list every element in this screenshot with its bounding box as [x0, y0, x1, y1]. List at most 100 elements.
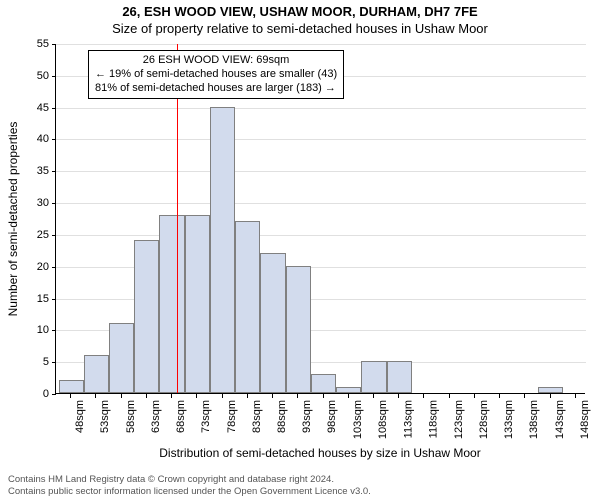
x-tick — [423, 394, 424, 398]
x-tick-label: 143sqm — [554, 400, 566, 439]
x-tick — [373, 394, 374, 398]
x-tick — [348, 394, 349, 398]
x-tick — [550, 394, 551, 398]
x-tick-label: 123sqm — [453, 400, 465, 439]
y-tick — [52, 394, 56, 395]
x-tick — [474, 394, 475, 398]
histogram-bar — [311, 374, 336, 393]
x-tick — [171, 394, 172, 398]
x-tick-label: 53sqm — [99, 400, 111, 433]
x-axis-title: Distribution of semi-detached houses by … — [55, 446, 585, 460]
gridline — [56, 108, 586, 109]
x-tick — [575, 394, 576, 398]
gridline — [56, 139, 586, 140]
page-subtitle: Size of property relative to semi-detach… — [0, 19, 600, 36]
x-tick-label: 113sqm — [402, 400, 414, 438]
y-tick-label: 50 — [37, 70, 49, 82]
y-tick — [52, 76, 56, 77]
x-tick — [272, 394, 273, 398]
histogram-bar — [84, 355, 109, 393]
x-tick-label: 58sqm — [125, 400, 137, 433]
x-tick — [146, 394, 147, 398]
x-tick-label: 83sqm — [251, 400, 263, 433]
x-tick-label: 118sqm — [427, 400, 439, 438]
histogram-bar — [538, 387, 563, 393]
gridline — [56, 235, 586, 236]
x-tick-label: 73sqm — [200, 400, 212, 433]
x-tick — [398, 394, 399, 398]
x-tick-label: 103sqm — [352, 400, 364, 439]
x-tick-label: 108sqm — [377, 400, 389, 439]
y-tick — [52, 235, 56, 236]
histogram-bar — [336, 387, 361, 393]
x-tick — [323, 394, 324, 398]
annotation-line: 81% of semi-detached houses are larger (… — [95, 82, 337, 96]
x-tick — [222, 394, 223, 398]
histogram-bar — [235, 221, 260, 393]
x-tick-label: 98sqm — [327, 400, 339, 433]
x-tick-label: 68sqm — [175, 400, 187, 433]
x-tick — [449, 394, 450, 398]
footer-line2: Contains public sector information licen… — [8, 486, 371, 498]
y-tick — [52, 44, 56, 45]
histogram-bar — [109, 323, 134, 393]
gridline — [56, 203, 586, 204]
y-tick — [52, 203, 56, 204]
y-tick-label: 5 — [43, 356, 49, 368]
y-tick-label: 20 — [37, 261, 49, 273]
histogram-bar — [185, 215, 210, 393]
y-tick-label: 25 — [37, 229, 49, 241]
histogram-bar — [134, 240, 159, 393]
histogram-bar — [59, 380, 84, 393]
x-tick-label: 133sqm — [503, 400, 515, 439]
gridline — [56, 171, 586, 172]
x-tick — [95, 394, 96, 398]
histogram-bar — [361, 361, 386, 393]
x-tick — [121, 394, 122, 398]
histogram-bar — [260, 253, 285, 393]
annotation-box: 26 ESH WOOD VIEW: 69sqm← 19% of semi-det… — [88, 50, 344, 99]
y-tick — [52, 330, 56, 331]
x-tick-label: 138sqm — [528, 400, 540, 439]
plot-region: 26 ESH WOOD VIEW: 69sqm← 19% of semi-det… — [55, 44, 585, 394]
y-tick-label: 0 — [43, 388, 49, 400]
footer-line1: Contains HM Land Registry data © Crown c… — [8, 474, 371, 486]
y-tick — [52, 267, 56, 268]
gridline — [56, 44, 586, 45]
x-tick — [499, 394, 500, 398]
footer-attribution: Contains HM Land Registry data © Crown c… — [8, 474, 371, 498]
y-tick — [52, 362, 56, 363]
histogram-bar — [159, 215, 184, 393]
y-tick-label: 45 — [37, 102, 49, 114]
y-tick-label: 55 — [37, 38, 49, 50]
annotation-line: 26 ESH WOOD VIEW: 69sqm — [95, 54, 337, 68]
histogram-bar — [387, 361, 412, 393]
x-tick — [247, 394, 248, 398]
histogram-chart: Number of semi-detached properties 26 ES… — [55, 44, 585, 394]
x-tick — [70, 394, 71, 398]
x-tick — [196, 394, 197, 398]
x-tick-label: 63sqm — [150, 400, 162, 433]
x-tick-label: 78sqm — [226, 400, 238, 433]
y-tick-label: 40 — [37, 133, 49, 145]
annotation-line: ← 19% of semi-detached houses are smalle… — [95, 68, 337, 82]
x-tick-label: 128sqm — [478, 400, 490, 439]
x-tick-label: 88sqm — [276, 400, 288, 433]
y-tick — [52, 108, 56, 109]
y-tick-label: 35 — [37, 165, 49, 177]
y-tick-label: 10 — [37, 324, 49, 336]
x-tick-label: 148sqm — [579, 400, 591, 439]
y-tick — [52, 171, 56, 172]
x-tick-label: 48sqm — [74, 400, 86, 433]
histogram-bar — [286, 266, 311, 393]
y-tick — [52, 299, 56, 300]
y-tick — [52, 139, 56, 140]
x-tick-label: 93sqm — [301, 400, 313, 433]
y-axis-label: Number of semi-detached properties — [6, 122, 20, 317]
y-tick-label: 30 — [37, 197, 49, 209]
page-title: 26, ESH WOOD VIEW, USHAW MOOR, DURHAM, D… — [0, 0, 600, 19]
y-tick-label: 15 — [37, 293, 49, 305]
x-tick — [297, 394, 298, 398]
histogram-bar — [210, 107, 235, 393]
x-tick — [524, 394, 525, 398]
